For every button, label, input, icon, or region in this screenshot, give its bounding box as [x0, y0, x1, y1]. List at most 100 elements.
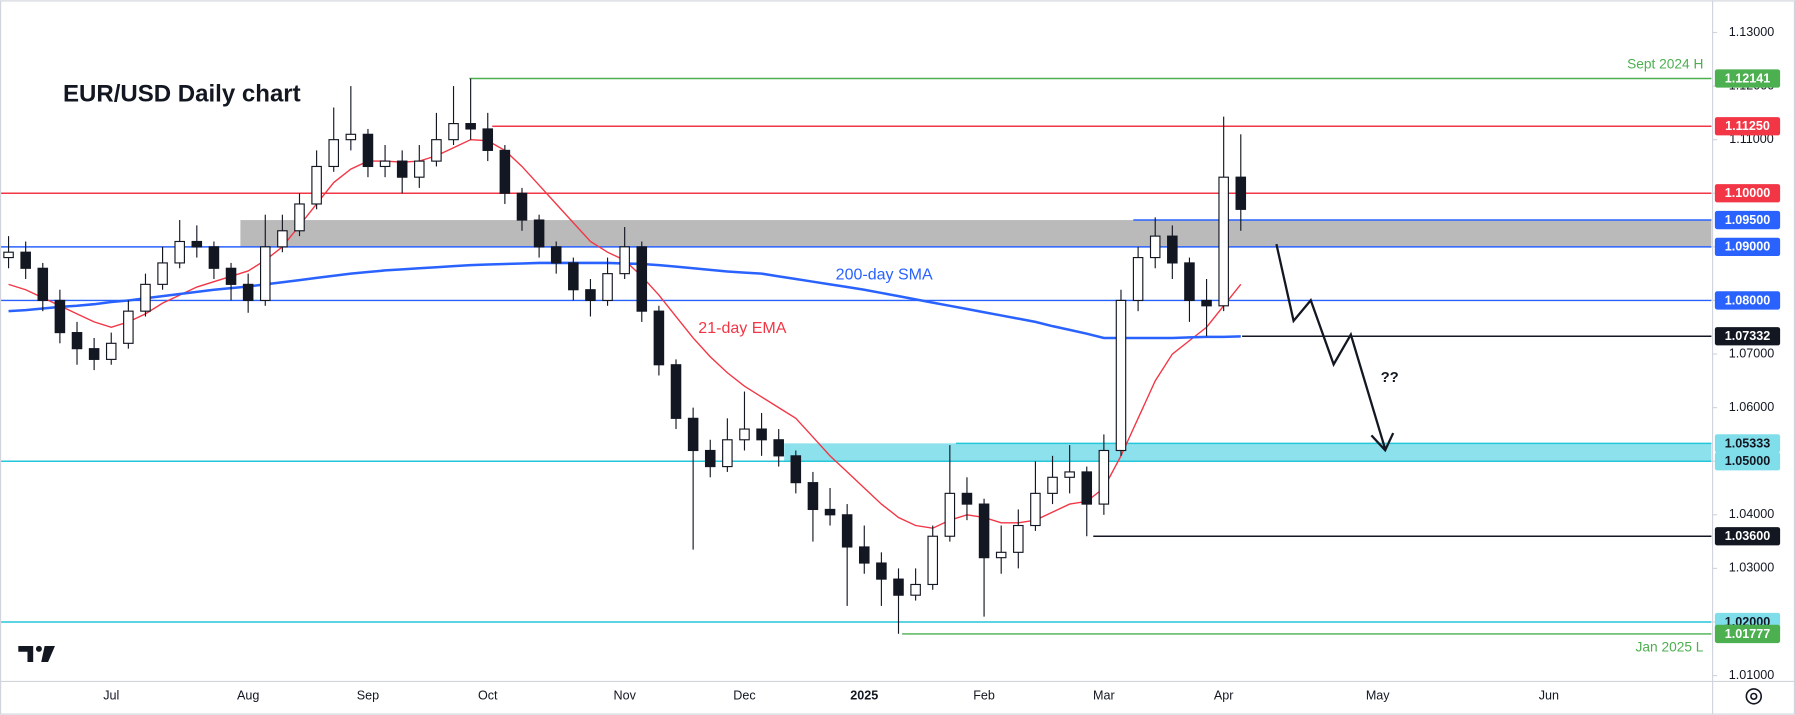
candle-body — [379, 160, 391, 168]
candle-body — [123, 310, 134, 344]
candle-body — [345, 133, 357, 141]
level-badge-label: 1.09500 — [1725, 213, 1770, 227]
candle-body — [482, 128, 494, 151]
candle-body — [1132, 256, 1144, 302]
level-badge — [1714, 527, 1781, 546]
candles — [3, 78, 1247, 634]
candle-body — [71, 332, 83, 350]
candle-body — [174, 240, 185, 264]
level-badge-label: 1.12141 — [1725, 71, 1770, 85]
candle-body — [841, 514, 853, 548]
candle-body — [88, 348, 100, 360]
candle-body — [396, 160, 408, 178]
candle-body — [824, 508, 836, 516]
candle-body — [431, 139, 442, 162]
candle-body — [448, 123, 459, 141]
candle-body — [602, 273, 613, 302]
candle-body — [978, 503, 990, 559]
x-tick-label: Nov — [613, 689, 636, 703]
level-badge-label: 1.03600 — [1725, 529, 1770, 543]
level-note: Jan 2025 L — [1636, 639, 1704, 654]
candle-body — [277, 230, 288, 248]
level-badge — [1714, 237, 1781, 257]
candle-body — [140, 283, 151, 312]
y-tick-label: 1.07000 — [1729, 346, 1774, 360]
level-badge — [1714, 184, 1781, 203]
y-tick-label: 1.11000 — [1729, 132, 1774, 146]
candle-body — [157, 262, 168, 285]
candle-body — [1201, 299, 1212, 307]
candle-body — [1235, 176, 1247, 210]
candle-body — [756, 428, 767, 441]
x-tick-label: Sep — [357, 689, 379, 703]
candle-body — [311, 165, 322, 205]
candle-body — [995, 551, 1007, 559]
candle-body — [858, 546, 870, 564]
logo-mark — [18, 645, 34, 663]
level-badge — [1714, 210, 1781, 230]
candle-body — [568, 262, 579, 291]
price-badges: 1.12141 Sept 2024 H 1.11250 1.10000 1.09500 1… — [1627, 56, 1781, 654]
annotation: ?? — [1381, 370, 1399, 386]
y-tick-label: 1.13000 — [1729, 25, 1774, 39]
candle-body — [790, 455, 802, 484]
candle-body — [1030, 492, 1041, 527]
level-badge — [1714, 291, 1781, 310]
candle-body — [465, 123, 476, 130]
candle-body — [499, 149, 511, 194]
candle-body — [893, 578, 904, 596]
x-tick-label: Jun — [1539, 689, 1559, 703]
candle-body — [54, 299, 66, 334]
settings-core[interactable] — [1750, 692, 1758, 701]
candle-body — [1167, 235, 1178, 264]
candle-body — [944, 492, 956, 537]
candle-body — [516, 192, 528, 221]
y-tick-label: 1.04000 — [1729, 507, 1774, 521]
candle-body — [225, 267, 237, 285]
candle-body — [910, 583, 921, 596]
candle-body — [208, 246, 220, 269]
x-tick-label: Feb — [973, 689, 995, 703]
x-tick-label: Mar — [1093, 689, 1115, 703]
arrow-head — [1370, 432, 1395, 453]
levels — [0, 77, 1712, 635]
level-note: Sept 2024 H — [1627, 56, 1703, 71]
candle-body — [722, 439, 733, 468]
level-badge — [1714, 117, 1781, 136]
y-tick-label: 1.01000 — [1729, 668, 1774, 682]
candle-body — [670, 364, 682, 419]
x-tick-label: 2025 — [850, 689, 878, 703]
candle-body — [1013, 524, 1024, 553]
candle-body — [362, 133, 374, 168]
candle-body — [191, 240, 203, 248]
settings-ring[interactable] — [1745, 688, 1763, 705]
candle-body — [294, 203, 305, 232]
level-badge — [1714, 69, 1781, 88]
candle-body — [1081, 471, 1093, 505]
candle-body — [585, 289, 596, 302]
level-badge — [1714, 624, 1781, 644]
y-tick-label: 1.03000 — [1729, 561, 1774, 575]
level-badge-label: 1.11250 — [1725, 119, 1770, 133]
y-tick-label: 1.06000 — [1729, 400, 1774, 414]
logo-mark — [41, 645, 55, 663]
candle-body — [3, 251, 14, 259]
projection-arrow — [1275, 243, 1387, 450]
indicator-label: 21-day EMA — [698, 319, 786, 337]
candle-body — [961, 492, 973, 505]
candle-body — [619, 246, 630, 275]
candle-body — [636, 246, 648, 312]
settings-icon[interactable] — [1745, 688, 1763, 705]
candle-body — [704, 449, 716, 468]
level-badge-label: 1.01777 — [1725, 627, 1770, 641]
candle-body — [550, 246, 562, 264]
level-badge-label: 1.09000 — [1725, 240, 1770, 254]
x-tick-label: Jul — [103, 689, 119, 703]
zone — [240, 220, 1712, 247]
candle-body — [807, 482, 819, 511]
candle-body — [1149, 235, 1161, 259]
zones — [240, 220, 1712, 462]
